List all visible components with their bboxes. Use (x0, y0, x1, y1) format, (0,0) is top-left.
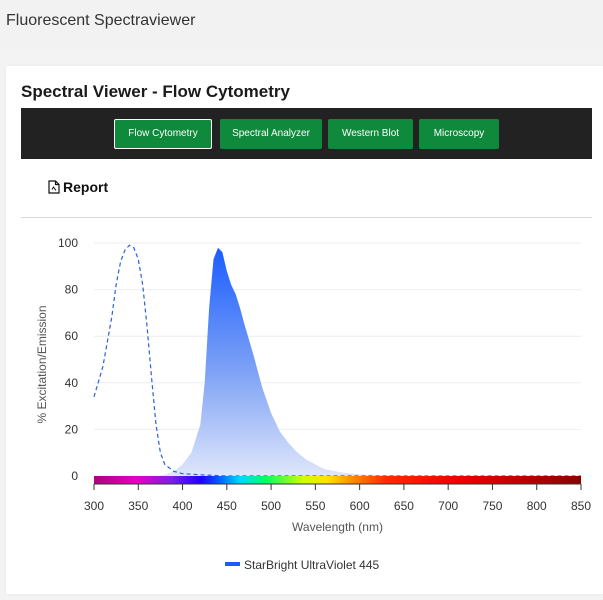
y-tick-label: 0 (71, 469, 78, 483)
x-tick-label: 650 (394, 499, 414, 513)
grid-lines (94, 242, 581, 477)
x-tick-label: 850 (571, 499, 591, 513)
tab-western-blot[interactable]: Western Blot (328, 119, 413, 149)
excitation-series (93, 244, 581, 477)
app-title: Fluorescent Spectraviewer (6, 12, 196, 29)
wavelength-color-bar (94, 476, 581, 484)
y-axis-label: % Excitation/Emission (35, 305, 49, 423)
tab-spectral-analyzer[interactable]: Spectral Analyzer (220, 119, 322, 149)
spectral-viewer-card: Spectral Viewer - Flow Cytometry Flow Cy… (6, 66, 603, 594)
x-axis-label: Wavelength (nm) (292, 520, 383, 534)
emission-series (155, 247, 581, 476)
x-tick-label: 450 (217, 499, 237, 513)
document-icon (48, 180, 60, 194)
toolbar: Report (21, 159, 592, 218)
x-tick-label: 600 (350, 499, 370, 513)
y-tick-label: 100 (58, 236, 78, 250)
report-label: Report (63, 179, 109, 195)
y-tick-label: 60 (65, 329, 79, 343)
report-button[interactable]: Report (48, 179, 108, 195)
tab-microscopy[interactable]: Microscopy (419, 119, 499, 149)
x-tick-label: 800 (527, 499, 547, 513)
x-tick-label: 350 (128, 499, 148, 513)
legend-label: StarBright UltraViolet 445 (244, 558, 380, 572)
legend-swatch (225, 562, 240, 566)
app-header: Fluorescent Spectraviewer (0, 0, 603, 48)
nav-bar: Flow Cytometry Spectral Analyzer Western… (21, 108, 592, 159)
y-tick-label: 40 (65, 376, 79, 390)
tab-flow-cytometry[interactable]: Flow Cytometry (114, 119, 212, 149)
axes: 0 20 40 60 80 100 300 350 400 450 500 550 600 650 700 7… (58, 236, 591, 513)
x-tick-label: 400 (173, 499, 193, 513)
x-tick-label: 700 (438, 499, 458, 513)
series-layer (93, 244, 581, 477)
legend[interactable]: StarBright UltraViolet 445 (225, 558, 380, 572)
x-tick-label: 750 (482, 499, 502, 513)
x-tick-label: 300 (84, 499, 104, 513)
x-tick-label: 550 (305, 499, 325, 513)
y-tick-label: 80 (65, 283, 79, 297)
y-tick-label: 20 (65, 422, 79, 436)
x-tick-label: 500 (261, 499, 281, 513)
card-title: Spectral Viewer - Flow Cytometry (21, 82, 290, 101)
